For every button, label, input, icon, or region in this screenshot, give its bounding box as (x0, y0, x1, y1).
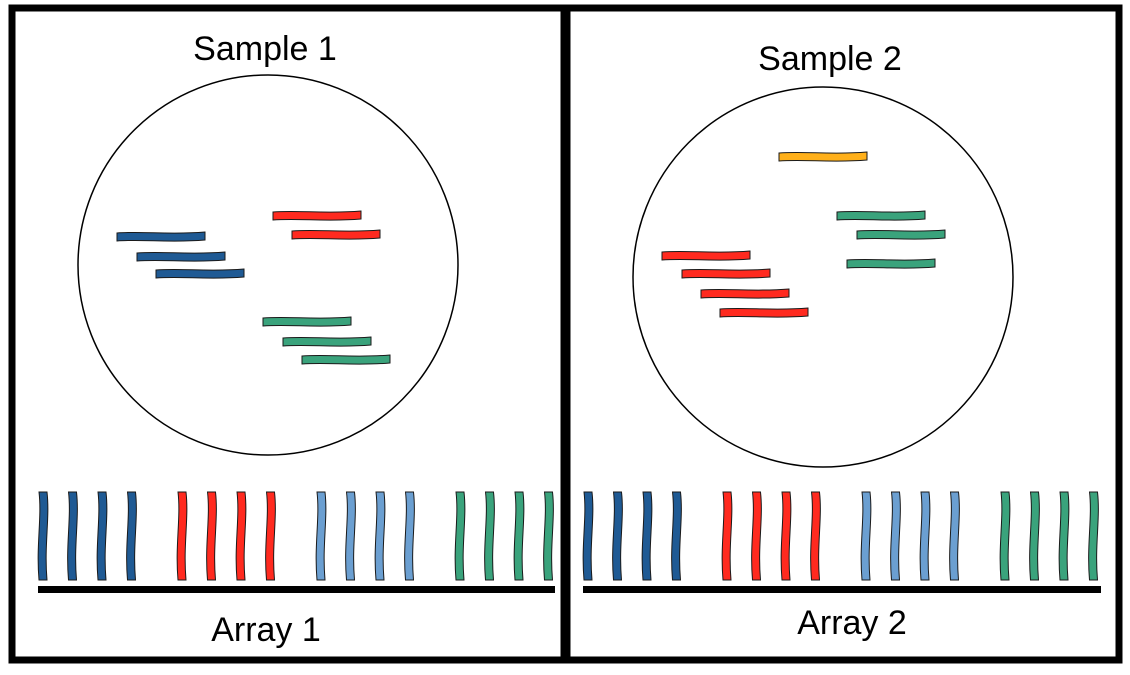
fragment-red (272, 210, 362, 221)
probe-green (484, 491, 495, 581)
probe-green (543, 491, 554, 581)
fragment-red (681, 268, 771, 279)
panel-2-title: Sample 2 (758, 40, 902, 78)
panel-1-title: Sample 1 (193, 30, 337, 68)
probe-red (810, 491, 821, 581)
probe-red (206, 491, 217, 581)
fragment-green (282, 336, 372, 347)
array-1-probes (37, 491, 554, 581)
array-2-label: Array 2 (797, 604, 907, 642)
probe-green (1029, 491, 1040, 581)
probe-red (235, 491, 247, 581)
probe-dark-blue (96, 491, 108, 581)
probe-light-blue (315, 491, 327, 581)
sample-1-fragments (116, 210, 391, 365)
probe-light-blue (949, 491, 960, 581)
probe-dark-blue (641, 491, 653, 581)
panel-2-frame (563, 4, 1123, 664)
probe-dark-blue (671, 491, 682, 581)
probe-dark-blue (67, 491, 78, 581)
fragment-green (836, 210, 926, 221)
fragment-dark-blue (116, 231, 206, 242)
array-1-label: Array 1 (211, 611, 321, 649)
probe-dark-blue (582, 491, 594, 581)
probe-green (999, 491, 1011, 581)
fragment-green (262, 316, 352, 327)
probe-light-blue (890, 491, 901, 581)
probe-light-blue (404, 491, 415, 581)
probe-light-blue (374, 491, 386, 581)
probe-green (513, 491, 525, 581)
sample-1-circle (77, 74, 459, 456)
probe-dark-blue (37, 491, 49, 581)
probe-red (265, 491, 276, 581)
probe-light-blue (860, 491, 872, 581)
panel-sample-1: Sample 1 Array 1 (8, 4, 568, 664)
probe-red (176, 491, 188, 581)
probe-green (1088, 491, 1099, 581)
probe-green (454, 491, 466, 581)
probe-light-blue (919, 491, 931, 581)
panel-1-frame (8, 4, 568, 664)
fragment-green (846, 258, 936, 269)
probe-red (721, 491, 733, 581)
array-1-baseline (38, 586, 555, 593)
probe-light-blue (345, 491, 356, 581)
fragment-red (719, 307, 809, 318)
sample-2-fragments (661, 151, 946, 318)
array-2-baseline (583, 586, 1101, 593)
fragment-orange (778, 151, 868, 162)
probe-red (780, 491, 792, 581)
probe-dark-blue (612, 491, 623, 581)
fragment-red (291, 229, 381, 240)
probe-dark-blue (126, 491, 137, 581)
probe-green (1058, 491, 1070, 581)
fragment-red (661, 250, 751, 261)
fragment-red (700, 288, 790, 299)
panel-sample-2: Sample 2 Array 2 (563, 4, 1123, 664)
fragment-green (856, 229, 946, 240)
fragment-dark-blue (155, 268, 245, 279)
probe-red (751, 491, 762, 581)
fragment-dark-blue (136, 251, 226, 262)
fragment-green (301, 354, 391, 365)
sample-2-circle (632, 86, 1014, 468)
array-2-probes (582, 491, 1099, 581)
